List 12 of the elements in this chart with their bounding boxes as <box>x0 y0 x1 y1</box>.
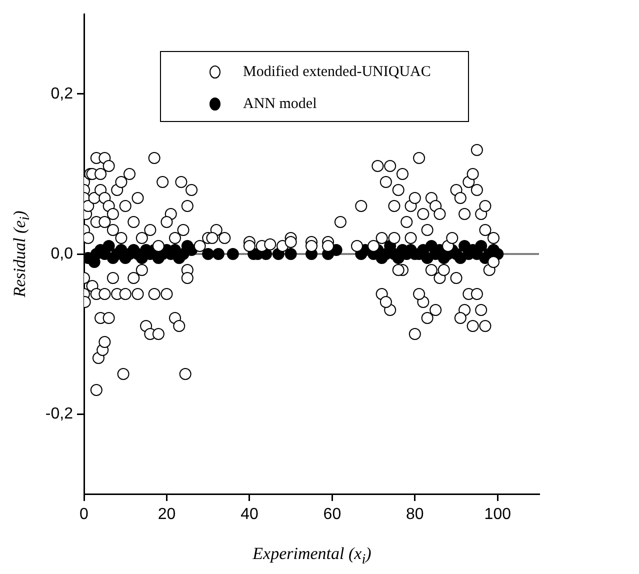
x-tick-label: 100 <box>484 506 512 524</box>
x-tick-label: 20 <box>158 506 176 524</box>
y-tick-label: 0,0 <box>50 245 74 262</box>
y-tick-label: 0,2 <box>50 85 74 102</box>
legend-label: Modified extended-UNIQUAC <box>243 64 431 80</box>
y-tick-label: -0,2 <box>45 405 74 422</box>
x-axis-title: Experimental (x$_{i}$) <box>252 544 372 568</box>
legend-label: ANN model <box>243 96 317 112</box>
x-tick-label: 60 <box>323 506 342 524</box>
x-tick-label: 0 <box>80 506 89 524</box>
x-tick-label: 40 <box>240 506 258 524</box>
x-tick-label: 80 <box>406 506 424 524</box>
